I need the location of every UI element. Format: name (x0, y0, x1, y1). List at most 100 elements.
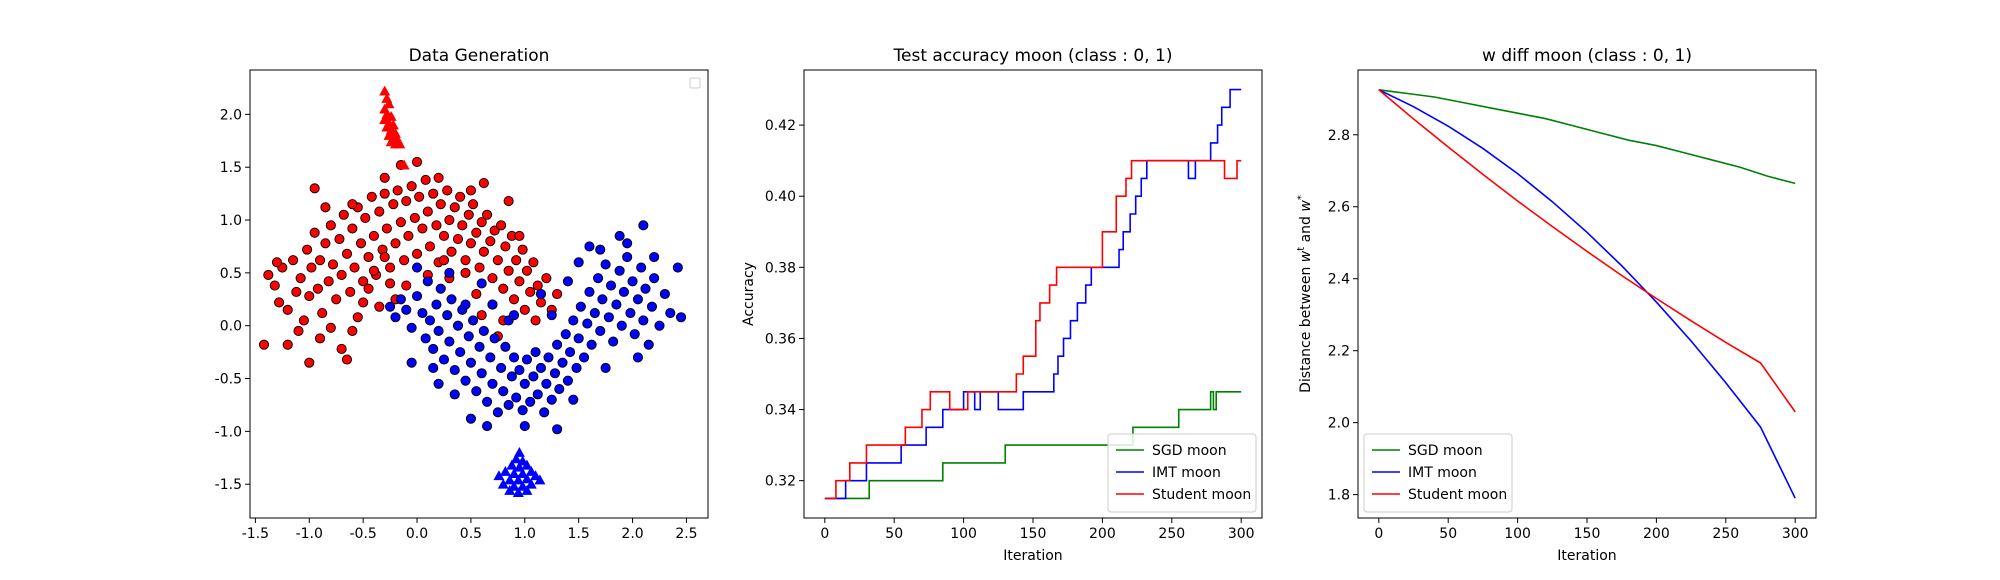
scatter-circle-point (463, 209, 474, 220)
scatter-circle-point (395, 217, 406, 228)
scatter-circle-point (352, 312, 363, 323)
scatter-circle-point (476, 217, 487, 228)
scatter-circle-point (411, 291, 423, 302)
scatter-circle-point (449, 389, 460, 400)
scatter-circle-point (514, 365, 525, 376)
scatter-circle-point (320, 202, 331, 213)
accuracy-ytick-label: 0.34 (765, 403, 796, 419)
scatter-circle-point (309, 227, 320, 238)
scatter-triangle-point (517, 468, 529, 479)
scatter-circle-point (417, 223, 428, 234)
scatter-circle-point (640, 283, 651, 294)
accuracy-xtick-label: 100 (950, 526, 977, 542)
scatter-circle-point (465, 357, 476, 368)
scatter-circle-point (390, 312, 401, 323)
scatter-circle-point (444, 336, 455, 347)
scatter-ytick-label: 1.5 (220, 160, 242, 176)
scatter-circle-point (618, 286, 629, 297)
scatter-triangle-point (383, 98, 395, 109)
wdiff-title: w diff moon (class : 0, 1) (1482, 46, 1692, 66)
scatter-circle-point (385, 301, 396, 312)
scatter-circle-point (649, 251, 660, 263)
scatter-circle-point (584, 286, 595, 297)
scatter-circle-point (347, 325, 358, 337)
scatter-circle-point (482, 421, 493, 432)
scatter-circle-point (422, 276, 433, 287)
scatter-circle-point (385, 262, 396, 273)
scatter-circle-point (659, 288, 670, 300)
wdiff-ytick-label: 2.4 (1328, 272, 1350, 288)
scatter-circle-point (605, 280, 617, 291)
scatter-ytick-label: -1.5 (215, 477, 242, 493)
scatter-xtick-label: -1.0 (296, 526, 323, 542)
scatter-circle-point (433, 325, 444, 337)
scatter-circle-point (274, 297, 285, 308)
scatter-circle-point (514, 276, 525, 287)
scatter-circle-point (435, 199, 446, 210)
scatter-circle-point (298, 315, 309, 326)
scatter-circle-point (460, 299, 471, 310)
scatter-circle-point (314, 333, 326, 344)
scatter-circle-point (500, 341, 511, 352)
scatter-circle-point (392, 185, 403, 196)
scatter-circle-point (498, 386, 509, 397)
scatter-circle-point (401, 195, 412, 207)
wdiff-lines (1378, 88, 1796, 499)
scatter-circle-point (401, 304, 412, 315)
scatter-circle-point (629, 329, 640, 340)
scatter-circle-point (379, 172, 390, 183)
scatter-circle-point (341, 354, 353, 365)
scatter-ytick-label: 0.5 (220, 266, 242, 282)
scatter-circle-point (543, 352, 554, 363)
scatter-circle-point (446, 246, 457, 257)
scatter-circle-point (489, 333, 500, 344)
accuracy-ytick-label: 0.36 (765, 331, 796, 347)
scatter-circle-point (446, 294, 457, 305)
scatter-circle-point (465, 185, 476, 196)
scatter-circle-point (431, 299, 442, 310)
scatter-circle-point (331, 294, 342, 305)
scatter-circle-point (506, 371, 517, 382)
scatter-circle-point (600, 259, 611, 270)
accuracy-legend-label: IMT moon (1152, 465, 1221, 481)
wdiff-legend-label: Student moon (1408, 487, 1507, 503)
wdiff-xtick-label: 0 (1374, 526, 1383, 542)
scatter-circle-point (519, 378, 530, 389)
wdiff-xtick-label: 250 (1712, 526, 1739, 542)
accuracy-legend-label: SGD moon (1152, 443, 1227, 459)
accuracy-xtick-label: 200 (1089, 526, 1116, 542)
scatter-triangle-point (510, 453, 522, 464)
wdiff-legend: SGD moon IMT moon Student moon (1363, 433, 1513, 513)
accuracy-lines (824, 88, 1242, 500)
scatter-circle-point (379, 251, 390, 263)
scatter-circle-point (530, 315, 541, 326)
scatter-circle-point (460, 267, 471, 278)
scatter-circle-point (503, 195, 514, 207)
scatter-circle-point (395, 294, 406, 305)
scatter-circle-point (489, 225, 500, 236)
wdiff-legend-label: IMT moon (1408, 465, 1477, 481)
scatter-circle-point (358, 276, 369, 287)
scatter-circle-point (465, 413, 476, 424)
scatter-circle-point (471, 386, 482, 397)
scatter-circle-point (368, 265, 379, 276)
scatter-circle-point (424, 241, 436, 252)
scatter-circle-point (554, 384, 565, 395)
scatter-circle-point (614, 265, 625, 276)
scatter-circle-point (579, 352, 590, 363)
scatter-circle-point (632, 294, 644, 305)
scatter-circle-point (327, 259, 339, 270)
scatter-triangle-point (512, 474, 524, 485)
scatter-circle-point (258, 339, 270, 350)
scatter-triangle-point (521, 473, 533, 484)
scatter-circle-point (665, 307, 676, 319)
scatter-circle-point (468, 315, 479, 326)
scatter-circle-point (455, 191, 466, 202)
scatter-plot-frame (249, 69, 709, 519)
scatter-circle-point (517, 244, 528, 255)
scatter-circle-point (649, 273, 660, 284)
scatter-circle-point (622, 251, 633, 263)
accuracy-series-line (824, 390, 1242, 500)
scatter-circle-point (597, 294, 608, 305)
scatter-circle-point (345, 286, 356, 297)
